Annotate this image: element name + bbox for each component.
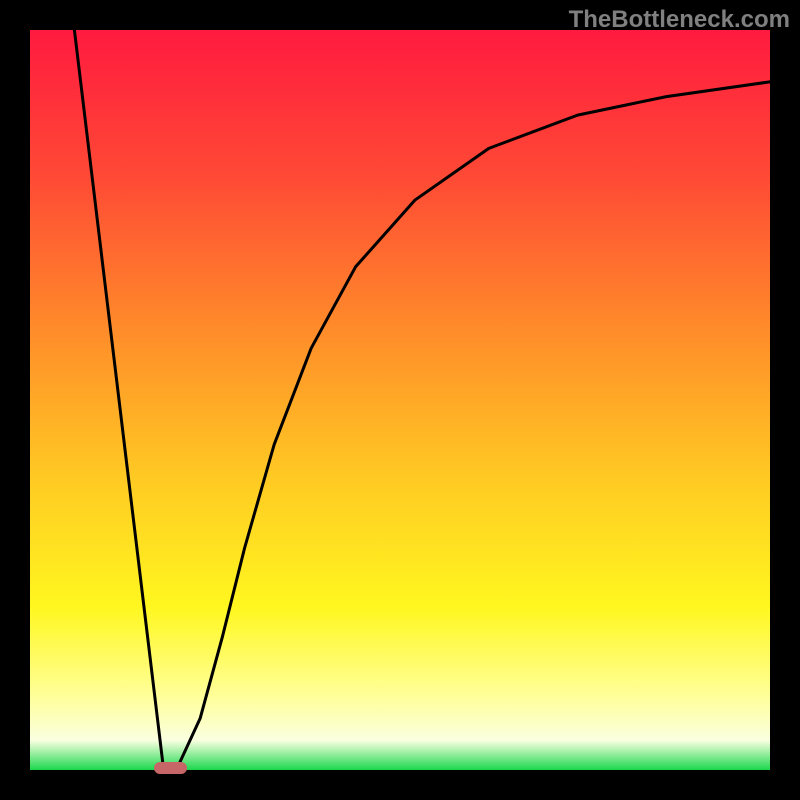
watermark-text: TheBottleneck.com [569,6,790,34]
curve-path [74,30,770,766]
plot-area [30,30,770,770]
optimal-marker [154,762,187,774]
bottleneck-curve [30,30,770,770]
